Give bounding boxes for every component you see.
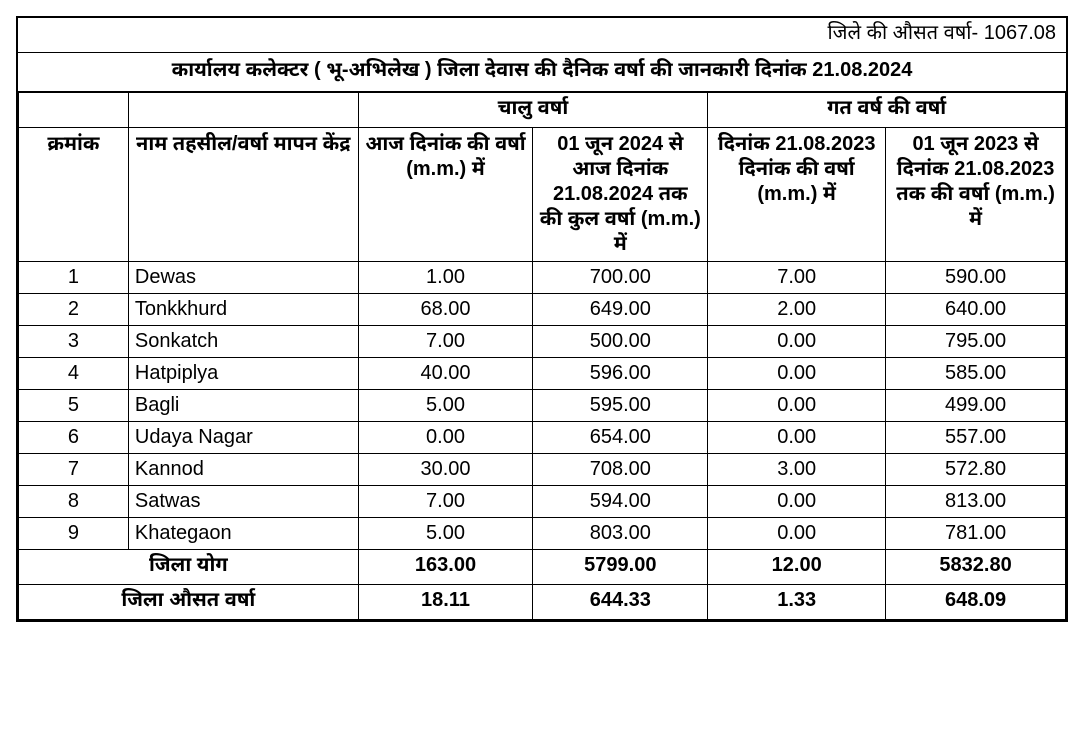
cell-cum: 654.00 (533, 422, 708, 454)
cell-prev-cum: 572.80 (886, 454, 1066, 486)
cell-name: Bagli (128, 390, 358, 422)
cell-prev-day: 3.00 (708, 454, 886, 486)
cell-today: 1.00 (358, 262, 533, 294)
col-cum-current: 01 जून 2024 से आज दिनांक 21.08.2024 तक क… (533, 128, 708, 262)
cell-prev-day: 7.00 (708, 262, 886, 294)
col-today: आज दिनांक की वर्षा (m.m.) में (358, 128, 533, 262)
cell-cum: 595.00 (533, 390, 708, 422)
blank-header-2 (128, 93, 358, 128)
cell-sn: 2 (19, 294, 129, 326)
group-previous-year: गत वर्ष की वर्षा (708, 93, 1066, 128)
cell-prev-cum: 781.00 (886, 518, 1066, 550)
cell-prev-cum: 640.00 (886, 294, 1066, 326)
table-row: 4 Hatpiplya 40.00 596.00 0.00 585.00 (19, 358, 1066, 390)
cell-prev-cum: 795.00 (886, 326, 1066, 358)
cell-prev-cum: 557.00 (886, 422, 1066, 454)
cell-sn: 9 (19, 518, 129, 550)
cell-name: Udaya Nagar (128, 422, 358, 454)
cell-prev-day: 0.00 (708, 326, 886, 358)
district-avg-label: जिला औसत वर्षा (19, 585, 359, 620)
table-row: 3 Sonkatch 7.00 500.00 0.00 795.00 (19, 326, 1066, 358)
blank-header-1 (19, 93, 129, 128)
column-header-row: क्रमांक नाम तहसील/वर्षा मापन केंद्र आज द… (19, 128, 1066, 262)
cell-name: Tonkkhurd (128, 294, 358, 326)
cell-today: 5.00 (358, 390, 533, 422)
cell-sn: 8 (19, 486, 129, 518)
district-total-cum: 5799.00 (533, 550, 708, 585)
district-avg-prev-cum: 648.09 (886, 585, 1066, 620)
cell-prev-cum: 813.00 (886, 486, 1066, 518)
cell-cum: 500.00 (533, 326, 708, 358)
district-avg-today: 18.11 (358, 585, 533, 620)
cell-prev-day: 0.00 (708, 422, 886, 454)
cell-today: 5.00 (358, 518, 533, 550)
cell-cum: 803.00 (533, 518, 708, 550)
cell-prev-day: 0.00 (708, 486, 886, 518)
cell-name: Dewas (128, 262, 358, 294)
cell-sn: 6 (19, 422, 129, 454)
cell-sn: 3 (19, 326, 129, 358)
cell-prev-day: 0.00 (708, 390, 886, 422)
district-total-row: जिला योग 163.00 5799.00 12.00 5832.80 (19, 550, 1066, 585)
table-row: 1 Dewas 1.00 700.00 7.00 590.00 (19, 262, 1066, 294)
cell-today: 30.00 (358, 454, 533, 486)
rainfall-table: चालु वर्षा गत वर्ष की वर्षा क्रमांक नाम … (18, 92, 1066, 620)
col-sn: क्रमांक (19, 128, 129, 262)
cell-cum: 594.00 (533, 486, 708, 518)
cell-name: Sonkatch (128, 326, 358, 358)
district-total-prev-day: 12.00 (708, 550, 886, 585)
cell-today: 0.00 (358, 422, 533, 454)
group-current-year: चालु वर्षा (358, 93, 708, 128)
district-avg-cum: 644.33 (533, 585, 708, 620)
district-avg-rainfall-line: जिले की औसत वर्षा- 1067.08 (18, 18, 1066, 53)
district-avg-row: जिला औसत वर्षा 18.11 644.33 1.33 648.09 (19, 585, 1066, 620)
cell-name: Hatpiplya (128, 358, 358, 390)
group-header-row: चालु वर्षा गत वर्ष की वर्षा (19, 93, 1066, 128)
cell-prev-day: 0.00 (708, 358, 886, 390)
cell-today: 68.00 (358, 294, 533, 326)
rainfall-report: जिले की औसत वर्षा- 1067.08 कार्यालय कलेक… (16, 16, 1068, 622)
cell-today: 7.00 (358, 326, 533, 358)
table-row: 2 Tonkkhurd 68.00 649.00 2.00 640.00 (19, 294, 1066, 326)
cell-today: 40.00 (358, 358, 533, 390)
col-name: नाम तहसील/वर्षा मापन केंद्र (128, 128, 358, 262)
col-cum-prev: 01 जून 2023 से दिनांक 21.08.2023 तक की व… (886, 128, 1066, 262)
cell-cum: 649.00 (533, 294, 708, 326)
cell-name: Satwas (128, 486, 358, 518)
cell-cum: 700.00 (533, 262, 708, 294)
cell-name: Khategaon (128, 518, 358, 550)
report-title: कार्यालय कलेक्टर ( भू-अभिलेख ) जिला देवा… (18, 53, 1066, 92)
table-row: 8 Satwas 7.00 594.00 0.00 813.00 (19, 486, 1066, 518)
cell-prev-cum: 585.00 (886, 358, 1066, 390)
cell-name: Kannod (128, 454, 358, 486)
cell-prev-cum: 590.00 (886, 262, 1066, 294)
col-prev-day: दिनांक 21.08.2023 दिनांक की वर्षा (m.m.)… (708, 128, 886, 262)
district-total-prev-cum: 5832.80 (886, 550, 1066, 585)
table-row: 6 Udaya Nagar 0.00 654.00 0.00 557.00 (19, 422, 1066, 454)
table-row: 5 Bagli 5.00 595.00 0.00 499.00 (19, 390, 1066, 422)
district-total-today: 163.00 (358, 550, 533, 585)
table-row: 7 Kannod 30.00 708.00 3.00 572.80 (19, 454, 1066, 486)
cell-prev-cum: 499.00 (886, 390, 1066, 422)
cell-today: 7.00 (358, 486, 533, 518)
cell-sn: 1 (19, 262, 129, 294)
district-avg-prev-day: 1.33 (708, 585, 886, 620)
cell-sn: 7 (19, 454, 129, 486)
cell-prev-day: 0.00 (708, 518, 886, 550)
cell-sn: 5 (19, 390, 129, 422)
table-row: 9 Khategaon 5.00 803.00 0.00 781.00 (19, 518, 1066, 550)
cell-sn: 4 (19, 358, 129, 390)
cell-prev-day: 2.00 (708, 294, 886, 326)
cell-cum: 708.00 (533, 454, 708, 486)
district-total-label: जिला योग (19, 550, 359, 585)
cell-cum: 596.00 (533, 358, 708, 390)
